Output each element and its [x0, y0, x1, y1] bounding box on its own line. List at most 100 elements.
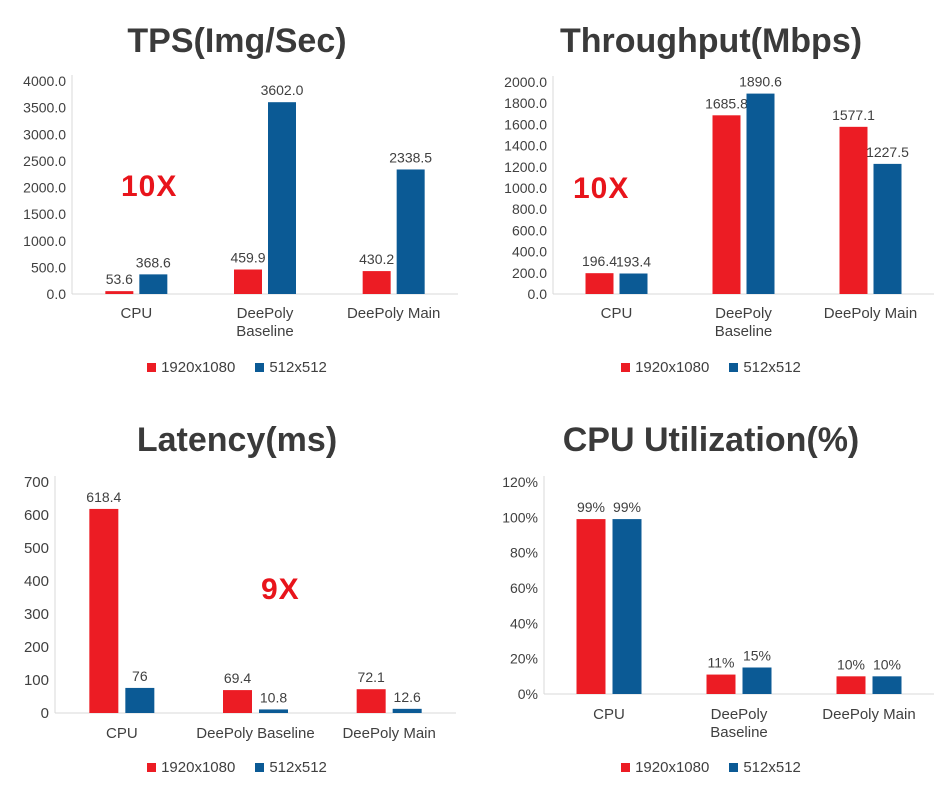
y-tick-label: 1500.0: [23, 206, 66, 222]
y-tick-label: 800.0: [512, 201, 547, 217]
y-tick-label: 600.0: [512, 222, 547, 238]
x-category-label: Baseline: [710, 724, 768, 741]
bar-1920x1080: [356, 689, 386, 713]
legend-label: 1920x1080: [635, 359, 710, 376]
data-label: 430.2: [359, 251, 394, 267]
legend-item-series-1: 1920x1080: [621, 359, 709, 376]
bar-512x512: [125, 687, 155, 713]
legend-swatch-red: [621, 763, 631, 772]
data-label: 53.6: [106, 271, 133, 287]
y-tick-label: 500: [24, 540, 49, 557]
legend-swatch-blue: [255, 363, 265, 372]
bar-512x512: [259, 709, 288, 713]
legend-swatch-red: [147, 363, 157, 372]
data-label: 196.4: [582, 253, 617, 269]
bar-1920x1080: [234, 269, 262, 294]
chart-panel-cpu-utilization: CPU Utilization(%) 0% 20% 40% 60% 80% 100% 120…: [474, 399, 948, 799]
chart-panel-tps: TPS(Img/Sec) 0.0 500.0 1000.0 1500.0 2000.0 2…: [0, 0, 474, 399]
legend-item-series-2: 512x512: [255, 359, 327, 376]
y-tick-label: 400.0: [512, 244, 547, 260]
bar-1920x1080: [105, 291, 134, 294]
data-label: 12.6: [394, 689, 421, 705]
y-tick-label: 120%: [502, 474, 538, 490]
y-tick-label: 600: [24, 507, 49, 524]
data-label: 459.9: [230, 250, 265, 266]
y-tick-label: 700: [24, 474, 49, 491]
x-category-label: DeePoly: [711, 706, 768, 723]
y-tick-label: 1000.0: [504, 180, 547, 196]
bar-512x512: [619, 273, 648, 294]
legend-swatch-blue: [255, 763, 265, 772]
x-category-label: CPU: [601, 305, 633, 322]
legend-item-series-1: 1920x1080: [147, 359, 235, 376]
y-tick-label: 0.0: [47, 286, 67, 302]
y-tick-label: 200: [24, 639, 49, 656]
data-label: 1577.1: [832, 107, 875, 123]
chart-plot: 0.0 200.0 400.0 600.0 800.0 1000.0 1200.0 1400.…: [504, 74, 934, 340]
data-label: 76: [132, 668, 148, 684]
bar-1920x1080: [706, 674, 736, 694]
y-tick-label: 1000.0: [23, 233, 66, 249]
x-category-label: CPU: [593, 706, 625, 723]
y-tick-label: 100%: [502, 509, 538, 525]
data-label: 10%: [873, 656, 901, 672]
legend-item-series-1: 1920x1080: [621, 759, 709, 776]
data-label: 99%: [613, 499, 641, 515]
bar-1920x1080: [585, 273, 614, 294]
y-tick-label: 2500.0: [23, 153, 66, 169]
y-tick-label: 60%: [510, 580, 538, 596]
y-tick-label: 1400.0: [504, 138, 547, 154]
x-category-label: Baseline: [236, 323, 294, 340]
y-tick-label: 100: [24, 672, 49, 689]
legend-item-series-2: 512x512: [255, 759, 327, 776]
x-category-label: DeePoly Main: [824, 305, 917, 322]
data-label: 3602.0: [261, 82, 304, 98]
data-label: 15%: [743, 648, 771, 664]
legend-swatch-red: [147, 763, 157, 772]
bar-1920x1080: [223, 690, 252, 713]
y-tick-label: 3000.0: [23, 126, 66, 142]
chart-plot: 0.0 500.0 1000.0 1500.0 2000.0 2500.0 3000.0 35…: [23, 73, 458, 340]
y-tick-label: 40%: [510, 615, 538, 631]
x-category-label: Baseline: [715, 323, 773, 340]
y-tick-label: 500.0: [31, 259, 66, 275]
y-tick-label: 200.0: [512, 265, 547, 281]
y-tick-label: 3500.0: [23, 100, 66, 116]
bar-1920x1080: [839, 126, 868, 295]
data-label: 2338.5: [389, 149, 432, 165]
legend-label: 1920x1080: [161, 359, 236, 376]
bar-512x512: [612, 519, 642, 694]
y-tick-label: 400: [24, 573, 49, 590]
data-label: 99%: [577, 499, 605, 515]
bar-512x512: [139, 274, 168, 294]
data-label: 1890.6: [739, 74, 782, 90]
data-label: 10%: [837, 656, 865, 672]
legend-label: 1920x1080: [161, 759, 236, 776]
chart-annotation: 10X: [573, 172, 630, 205]
data-label: 72.1: [358, 669, 385, 685]
data-label: 69.4: [224, 670, 251, 686]
chart-title: CPU Utilization(%): [562, 421, 860, 459]
chart-legend: 1920x1080 512x512: [0, 359, 474, 376]
legend-item-series-1: 1920x1080: [147, 759, 235, 776]
x-category-label: DeePoly Main: [342, 725, 435, 742]
chart-annotation: 9X: [261, 573, 300, 606]
data-label: 10.8: [260, 689, 287, 705]
y-tick-label: 2000.0: [504, 74, 547, 90]
legend-label: 512x512: [269, 359, 327, 376]
x-category-label: CPU: [106, 725, 138, 742]
chart-title: Latency(ms): [136, 421, 338, 459]
data-label: 368.6: [136, 254, 171, 270]
legend-label: 1920x1080: [635, 759, 710, 776]
y-tick-label: 0.0: [528, 286, 548, 302]
bar-1920x1080: [712, 115, 741, 294]
bar-1920x1080: [576, 519, 606, 694]
data-label: 1227.5: [866, 144, 909, 160]
bar-1920x1080: [836, 676, 866, 694]
bar-512x512: [873, 163, 902, 294]
chart-title: TPS(Img/Sec): [127, 22, 347, 60]
y-tick-label: 80%: [510, 545, 538, 561]
x-category-label: DeePoly Main: [822, 706, 915, 723]
chart-plot: 0% 20% 40% 60% 80% 100% 120% 99% 99% CPU 11% 15% Dee…: [502, 474, 934, 741]
chart-legend: 1920x1080 512x512: [0, 759, 474, 776]
